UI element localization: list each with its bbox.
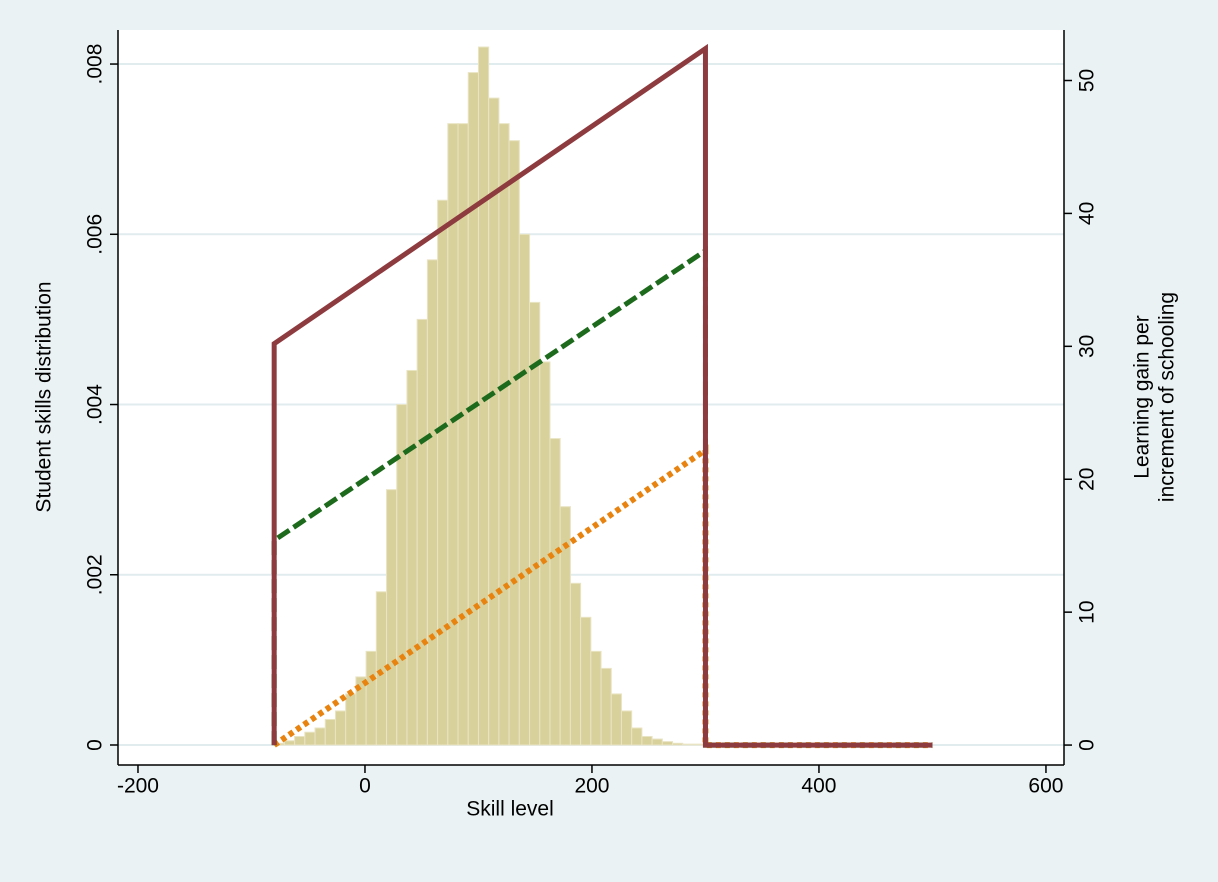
bar xyxy=(631,727,643,746)
x-axis-title: Skill level xyxy=(466,798,554,821)
bar xyxy=(304,731,316,746)
x-tick-label: 600 xyxy=(1028,775,1063,798)
bar xyxy=(600,667,612,746)
bar xyxy=(386,489,398,746)
y2-tick-label: 20 xyxy=(1076,468,1099,491)
y2-tick-label: 50 xyxy=(1076,69,1099,92)
bar xyxy=(508,140,520,746)
bar xyxy=(620,710,633,746)
y-tick-label: .002 xyxy=(84,554,107,595)
y2-tick-label: 40 xyxy=(1076,202,1099,225)
bar xyxy=(641,735,653,746)
y2-tick-label: 0 xyxy=(1076,739,1099,751)
bar xyxy=(426,259,439,746)
bar xyxy=(692,743,704,746)
x-tick-label: -200 xyxy=(117,775,159,798)
bar xyxy=(283,740,296,746)
y2-axis-title: increment of schooling xyxy=(1156,292,1179,502)
bar xyxy=(375,591,388,746)
bar xyxy=(539,361,551,746)
y-tick-label: 0 xyxy=(84,739,107,751)
y2-tick-label: 30 xyxy=(1076,335,1099,358)
bar xyxy=(314,727,326,746)
bar xyxy=(498,123,510,746)
bar xyxy=(345,693,357,746)
x-tick-label: 200 xyxy=(574,775,609,798)
y-axis-title: Student skills distribution xyxy=(33,281,56,512)
bar xyxy=(590,650,602,746)
bar xyxy=(682,743,694,746)
x-tick-label: 400 xyxy=(801,775,836,798)
bar xyxy=(334,710,347,746)
line xyxy=(271,43,933,748)
bar xyxy=(437,199,449,746)
y2-axis-title: Learning gain per xyxy=(1131,315,1154,478)
bar xyxy=(672,742,684,746)
bar xyxy=(416,318,428,746)
bar xyxy=(569,582,582,746)
bar xyxy=(324,718,336,746)
y-tick-label: .006 xyxy=(84,214,107,255)
bar xyxy=(518,233,531,746)
bar xyxy=(406,369,418,746)
bar xyxy=(549,438,561,746)
bar xyxy=(294,735,306,746)
bar xyxy=(365,650,377,746)
bar xyxy=(661,741,674,746)
bar xyxy=(651,738,663,746)
bar xyxy=(610,693,622,746)
y-tick-label: .004 xyxy=(84,384,107,425)
y-tick-label: .008 xyxy=(84,44,107,85)
y2-tick-label: 10 xyxy=(1076,600,1099,623)
x-tick-label: 0 xyxy=(359,775,371,798)
bar xyxy=(580,616,592,746)
